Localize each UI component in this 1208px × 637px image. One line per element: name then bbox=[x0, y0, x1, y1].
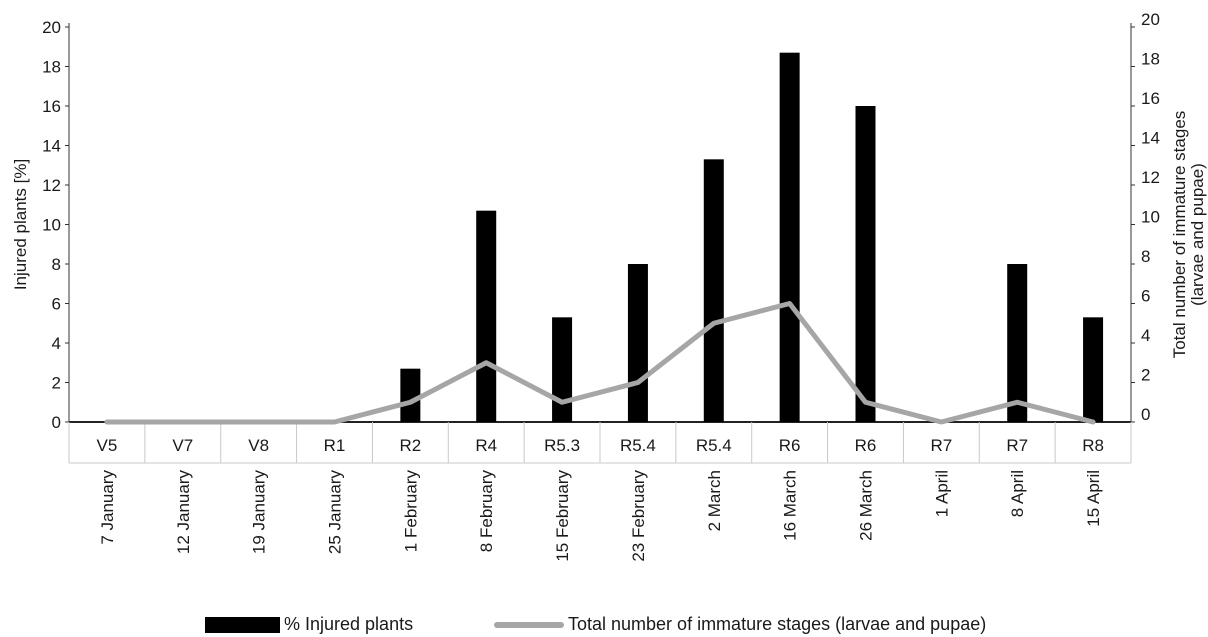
category-date-label: 19 January bbox=[250, 470, 269, 555]
category-stage-label: R4 bbox=[475, 436, 497, 455]
category-stage-label: R8 bbox=[1082, 436, 1104, 455]
category-date-label: 15 February bbox=[553, 470, 572, 562]
right-axis-tick-label: 18 bbox=[1141, 50, 1160, 69]
category-stage-label: R7 bbox=[1006, 436, 1028, 455]
bar-injured-plants bbox=[855, 106, 876, 422]
bar-injured-plants bbox=[552, 317, 573, 422]
right-axis-tick-label: 8 bbox=[1141, 247, 1150, 266]
right-axis-tick-label: 6 bbox=[1141, 287, 1150, 306]
category-date-label: 1 February bbox=[401, 470, 420, 553]
right-axis-tick-label: 2 bbox=[1141, 366, 1150, 385]
category-date-label: 26 March bbox=[857, 470, 876, 541]
bar-injured-plants bbox=[400, 368, 421, 422]
left-axis-tick-label: 4 bbox=[52, 334, 61, 353]
labels-group: 0 2 4 6 8 10 12 14 16 18 20 0 2 4 6 8 10 12 14 16 18 20 V5 V7 V8… bbox=[11, 10, 1207, 562]
category-stage-label: R5.4 bbox=[696, 436, 732, 455]
bar-injured-plants bbox=[703, 159, 724, 422]
left-axis-tick-label: 6 bbox=[52, 295, 61, 314]
left-axis-tick-label: 8 bbox=[52, 255, 61, 274]
legend-item-line: Total number of immature stages (larvae … bbox=[494, 614, 986, 635]
category-stage-label: R1 bbox=[324, 436, 346, 455]
right-axis-tick-label: 10 bbox=[1141, 208, 1160, 227]
line-series-group bbox=[104, 301, 1096, 425]
category-stage-label: R5.3 bbox=[544, 436, 580, 455]
category-stage-label: R7 bbox=[930, 436, 952, 455]
right-axis-tick-label: 20 bbox=[1141, 10, 1160, 29]
category-date-label: 7 January bbox=[98, 470, 117, 545]
right-axis-tick-label: 14 bbox=[1141, 129, 1160, 148]
legend-label-line: Total number of immature stages (larvae … bbox=[568, 614, 987, 634]
right-axis-title-line2: (larvae and pupae) bbox=[1188, 163, 1207, 306]
legend-item-bars: % Injured plants bbox=[205, 614, 413, 635]
legend-swatch-bar bbox=[205, 616, 280, 633]
category-stage-label: V8 bbox=[248, 436, 269, 455]
category-stage-label: V5 bbox=[97, 436, 118, 455]
bar-injured-plants bbox=[1083, 317, 1104, 422]
category-stage-label: R6 bbox=[779, 436, 801, 455]
axes-group bbox=[65, 23, 1135, 464]
category-date-label: 2 March bbox=[705, 470, 724, 531]
bars-group bbox=[400, 52, 1104, 423]
category-stage-label: R6 bbox=[855, 436, 877, 455]
category-date-label: 8 February bbox=[477, 470, 496, 553]
left-axis-tick-label: 16 bbox=[42, 97, 61, 116]
legend-label-bars: % Injured plants bbox=[284, 614, 414, 634]
right-axis-tick-label: 16 bbox=[1141, 89, 1160, 108]
right-axis-tick-label: 12 bbox=[1141, 168, 1160, 187]
category-stage-label: R2 bbox=[399, 436, 421, 455]
left-axis-title: Injured plants [%] bbox=[11, 159, 30, 290]
left-axis-tick-label: 10 bbox=[42, 216, 61, 235]
right-axis-title-line1: Total number of immature stages bbox=[1170, 111, 1189, 359]
left-axis-tick-label: 2 bbox=[52, 374, 61, 393]
category-date-label: 23 February bbox=[629, 470, 648, 562]
category-date-label: 16 March bbox=[781, 470, 800, 541]
left-axis-tick-label: 18 bbox=[42, 58, 61, 77]
left-axis-tick-label: 20 bbox=[42, 18, 61, 37]
bar-injured-plants bbox=[627, 264, 648, 422]
category-date-label: 12 January bbox=[174, 470, 193, 555]
category-date-label: 1 April bbox=[932, 470, 951, 517]
left-axis-tick-label: 14 bbox=[42, 137, 61, 156]
right-axis-tick-label: 0 bbox=[1141, 405, 1150, 424]
category-stage-label: R5.4 bbox=[620, 436, 656, 455]
category-stage-label: V7 bbox=[172, 436, 193, 455]
category-date-label: 15 April bbox=[1084, 470, 1103, 527]
left-axis-tick-label: 12 bbox=[42, 176, 61, 195]
category-date-label: 25 January bbox=[326, 470, 345, 555]
category-date-label: 8 April bbox=[1008, 470, 1027, 517]
right-axis-tick-label: 4 bbox=[1141, 326, 1150, 345]
line-immature-stages bbox=[104, 301, 1096, 425]
legend: % Injured plants Total number of immatur… bbox=[0, 614, 1208, 637]
bar-injured-plants bbox=[779, 52, 800, 423]
bar-injured-plants bbox=[1007, 264, 1028, 422]
bar-injured-plants bbox=[476, 210, 497, 422]
legend-swatch-line bbox=[494, 621, 564, 628]
left-axis-tick-label: 0 bbox=[52, 413, 61, 432]
